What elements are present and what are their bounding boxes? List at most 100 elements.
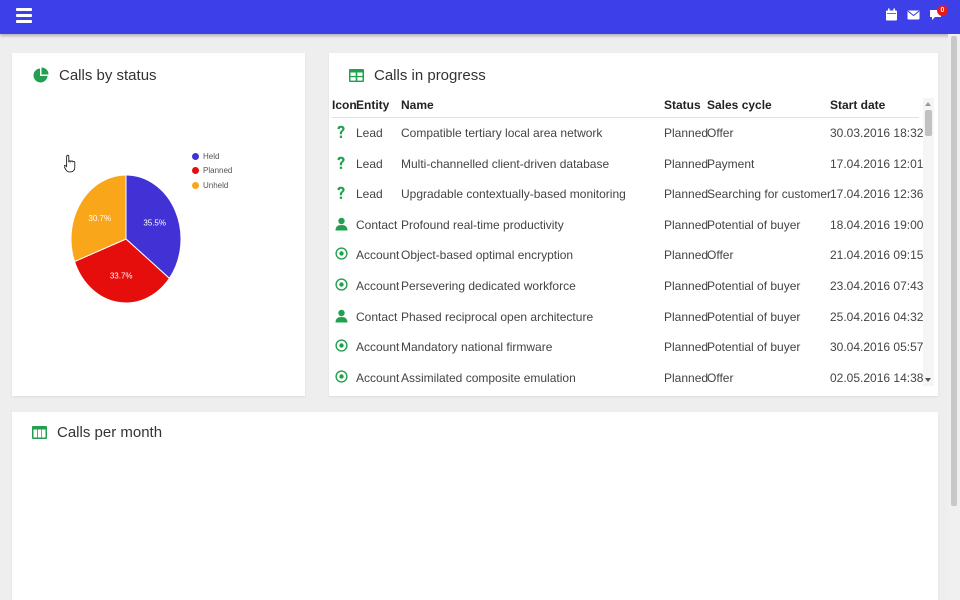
cell-sales-cycle: Offer	[707, 126, 734, 140]
cell-name: Phased reciprocal open architecture	[401, 309, 594, 324]
table-row[interactable]: Lead Multi-channelled client-driven datab…	[329, 149, 923, 180]
table-row[interactable]: Account Object-based optimal encryption Pl…	[329, 240, 923, 271]
person-icon	[333, 309, 349, 325]
cell-name: Multi-channelled client-driven database	[401, 156, 610, 171]
page-scrollbar[interactable]	[948, 34, 960, 600]
cell-start-date: 18.04.2016 19:00	[830, 217, 923, 232]
pie-slice-unheld[interactable]	[70, 174, 127, 263]
legend-item-held[interactable]: Held	[192, 149, 232, 164]
target-icon	[333, 339, 349, 355]
cell-sales-cycle: Payment	[707, 156, 755, 171]
legend-label: Unheld	[203, 180, 229, 190]
cell-status: Planned	[664, 309, 709, 324]
cell-name: Compatible tertiary local area network	[401, 126, 603, 140]
cell-entity: Account	[356, 279, 400, 293]
cell-start-date: 30.03.2016 18:32	[830, 126, 923, 140]
column-header-name[interactable]: Name	[401, 98, 434, 112]
card-header: Calls in progress	[349, 67, 486, 84]
chart-legend: Held Planned Unheld	[192, 149, 232, 193]
cell-start-date: 25.04.2016 04:32	[830, 309, 923, 324]
status-pie-chart: 35.5% 33.7% 30.7%	[70, 174, 182, 304]
cell-start-date: 02.05.2016 14:38	[830, 370, 923, 385]
cell-start-date: 17.04.2016 12:36	[830, 187, 923, 202]
cell-status: Planned	[664, 340, 709, 355]
pie-chart-icon	[32, 67, 49, 84]
page-scroll-thumb[interactable]	[951, 36, 957, 506]
calendar-icon[interactable]	[885, 8, 898, 21]
cell-status: Planned	[664, 187, 709, 202]
cell-sales-cycle: Potential of buyer	[707, 279, 801, 293]
calls-by-status-card: Calls by status 35.5% 33.7% 30.7% Held Plan…	[12, 53, 305, 396]
cell-status: Planned	[664, 217, 709, 232]
cell-name: Upgradable contextually-based monitoring	[401, 187, 626, 202]
cell-start-date: 23.04.2016 07:43	[830, 279, 923, 293]
cell-name: Assimilated composite emulation	[401, 370, 576, 385]
column-header-sales-cycle[interactable]: Sales cycle	[707, 98, 772, 112]
legend-item-planned[interactable]: Planned	[192, 164, 232, 179]
scroll-thumb[interactable]	[925, 110, 932, 136]
cell-entity: Contact	[356, 309, 398, 324]
scroll-up-arrow-icon[interactable]	[925, 102, 931, 106]
table-row[interactable]: Lead Upgradable contextually-based monito…	[329, 179, 923, 210]
cell-start-date: 17.04.2016 12:01	[830, 156, 923, 171]
calls-in-progress-card: Calls in progress Icon Entity Name Statu…	[329, 53, 938, 396]
top-app-bar: 0	[0, 0, 960, 34]
legend-label: Held	[203, 151, 220, 161]
table-scrollbar[interactable]	[923, 98, 934, 386]
pie-slice-planned[interactable]	[73, 238, 171, 304]
cell-entity: Account	[356, 340, 400, 355]
scroll-down-arrow-icon[interactable]	[925, 378, 931, 382]
person-icon	[333, 217, 349, 233]
cell-status: Planned	[664, 126, 709, 140]
table-row[interactable]: Contact Profound real-time productivity Pl…	[329, 210, 923, 241]
table-row[interactable]: Account Mandatory national firmware Planne…	[329, 332, 923, 363]
cell-entity: Lead	[356, 156, 383, 171]
cell-sales-cycle: Offer	[707, 370, 734, 385]
pie-label-held: 35.5%	[143, 219, 166, 228]
target-icon	[333, 278, 349, 294]
column-header-icon[interactable]: Icon	[332, 98, 357, 112]
calls-table-body: Lead Compatible tertiary local area netwo…	[329, 118, 923, 386]
card-title: Calls per month	[57, 424, 163, 441]
top-actions: 0	[885, 5, 948, 21]
cell-entity: Lead	[356, 126, 383, 140]
header-divider	[332, 117, 919, 118]
notification-badge: 0	[937, 5, 948, 16]
table-header: Icon Entity Name Status Sales cycle Star…	[329, 98, 919, 118]
cell-name: Persevering dedicated workforce	[401, 279, 576, 293]
cell-status: Planned	[664, 156, 709, 171]
mail-icon[interactable]	[907, 8, 920, 21]
table-row[interactable]: Lead Compatible tertiary local area netwo…	[329, 118, 923, 149]
question-icon	[333, 156, 349, 172]
cell-sales-cycle: Potential of buyer	[707, 309, 801, 324]
cell-status: Planned	[664, 279, 709, 293]
cell-sales-cycle: Offer	[707, 248, 734, 263]
cell-status: Planned	[664, 370, 709, 385]
legend-item-unheld[interactable]: Unheld	[192, 178, 232, 193]
column-header-status[interactable]: Status	[664, 98, 701, 112]
column-header-start-date[interactable]: Start date	[830, 98, 886, 112]
legend-label: Planned	[203, 166, 233, 176]
cell-sales-cycle: Searching for customer	[707, 187, 832, 202]
question-icon	[333, 186, 349, 202]
table-row[interactable]: Account Persevering dedicated workforce Pl…	[329, 271, 923, 302]
cell-name: Profound real-time productivity	[401, 217, 564, 232]
cell-status: Planned	[664, 248, 709, 263]
question-icon	[333, 125, 349, 141]
target-icon	[333, 370, 349, 386]
chat-icon[interactable]: 0	[929, 5, 948, 21]
table-row[interactable]: Account Assimilated composite emulation Pl…	[329, 363, 923, 386]
pie-label-planned: 33.7%	[110, 272, 133, 281]
pie-slice-held[interactable]	[125, 174, 182, 280]
card-header: Calls by status	[32, 67, 157, 84]
column-header-entity[interactable]: Entity	[356, 98, 390, 112]
cell-entity: Account	[356, 370, 400, 385]
cell-start-date: 21.04.2016 09:15	[830, 248, 923, 263]
hand-cursor-icon	[64, 154, 76, 173]
table-row[interactable]: Contact Phased reciprocal open architectu…	[329, 302, 923, 333]
menu-icon[interactable]	[16, 8, 32, 24]
card-title: Calls in progress	[374, 67, 486, 84]
target-icon	[333, 247, 349, 263]
table-icon	[32, 426, 47, 439]
cell-entity: Lead	[356, 187, 383, 202]
